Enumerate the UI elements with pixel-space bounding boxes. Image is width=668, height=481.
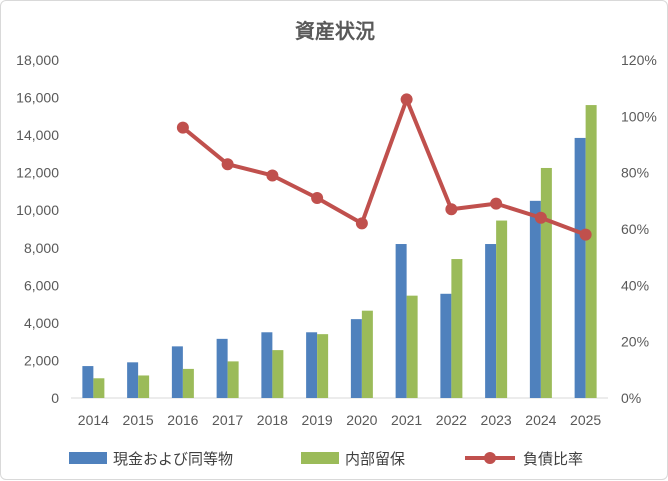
bar-cash: [261, 332, 273, 398]
x-tick-label: 2022: [436, 412, 467, 428]
y-tick-label: 4,000: [24, 315, 59, 331]
bar-retained-earnings: [317, 334, 329, 398]
left-axis-tick-labels: 0 2,000 4,000 6,000 8,000 10,000 12,000 14,000 1…: [16, 52, 59, 406]
x-tick-label: 2025: [570, 412, 601, 428]
bar-retained-earnings: [585, 105, 597, 399]
x-tick-label: 2018: [257, 412, 288, 428]
bar-cash: [485, 244, 497, 398]
bar-cash: [127, 362, 139, 398]
bar-cash: [171, 346, 183, 398]
bar-retained-earnings: [540, 167, 552, 398]
legend-swatch-debt-marker: [484, 452, 496, 464]
debt-ratio-point: [221, 158, 234, 171]
legend-swatch-cash: [69, 452, 107, 464]
y-tick-label: 16,000: [16, 90, 59, 106]
legend-label-cash: 現金および同等物: [113, 450, 233, 468]
x-tick-label: 2019: [302, 412, 333, 428]
bar-retained-earnings: [272, 350, 284, 398]
bar-retained-earnings: [406, 295, 418, 398]
y2-tick-label: 20%: [621, 334, 649, 350]
chart-title: 資産状況: [295, 19, 375, 43]
y-tick-label: 0: [51, 390, 59, 406]
legend-label-debt: 負債比率: [523, 450, 583, 468]
y2-tick-label: 120%: [621, 52, 657, 68]
bar-cash: [350, 319, 362, 398]
bar-retained-earnings: [227, 361, 239, 398]
y2-tick-label: 0%: [621, 390, 641, 406]
right-axis-tick-labels: 0% 20% 40% 60% 80% 100% 120%: [621, 52, 657, 406]
x-tick-label: 2015: [123, 412, 154, 428]
debt-ratio-point: [266, 169, 279, 182]
y-tick-label: 14,000: [16, 127, 59, 143]
y-tick-label: 10,000: [16, 202, 59, 218]
y2-tick-label: 40%: [621, 277, 649, 293]
bar-cash: [574, 137, 586, 398]
bar-series: [82, 105, 597, 399]
bar-cash: [216, 338, 228, 398]
x-tick-label: 2023: [481, 412, 512, 428]
debt-ratio-point: [400, 93, 413, 106]
y-tick-label: 12,000: [16, 165, 59, 181]
y2-tick-label: 60%: [621, 221, 649, 237]
bar-retained-earnings: [451, 259, 463, 398]
debt-ratio-line: [181, 97, 587, 237]
debt-ratio-point: [445, 203, 458, 216]
y-tick-label: 2,000: [24, 352, 59, 368]
x-tick-label: 2017: [212, 412, 243, 428]
y2-tick-label: 100%: [621, 108, 657, 124]
debt-ratio-point: [355, 217, 368, 230]
bar-cash: [306, 332, 318, 398]
legend: 現金および同等物 内部留保 負債比率: [69, 450, 583, 468]
x-tick-label: 2020: [346, 412, 377, 428]
y-tick-label: 18,000: [16, 52, 59, 68]
bar-cash: [440, 293, 452, 398]
bar-retained-earnings: [496, 220, 508, 398]
legend-label-retained: 内部留保: [345, 450, 405, 468]
line-series: [176, 93, 592, 241]
debt-ratio-point: [579, 228, 592, 241]
x-axis-tick-labels: 2014 2015 2016 2017 2018 2019 2020 2021 2022 2023…: [78, 412, 602, 428]
x-tick-label: 2021: [391, 412, 422, 428]
debt-ratio-point: [534, 211, 547, 224]
bar-retained-earnings: [93, 378, 105, 398]
bar-cash: [529, 200, 541, 398]
debt-ratio-point: [490, 197, 503, 210]
x-tick-label: 2024: [525, 412, 556, 428]
y2-tick-label: 80%: [621, 165, 649, 181]
bar-cash: [82, 366, 94, 398]
x-tick-label: 2014: [78, 412, 109, 428]
bar-retained-earnings: [182, 368, 194, 398]
y-tick-label: 8,000: [24, 240, 59, 256]
legend-swatch-retained: [301, 452, 339, 464]
bar-retained-earnings: [361, 310, 373, 398]
debt-ratio-point: [311, 192, 324, 205]
debt-ratio-point: [176, 121, 189, 134]
x-tick-label: 2016: [167, 412, 198, 428]
bar-cash: [395, 244, 407, 398]
y-tick-label: 6,000: [24, 277, 59, 293]
bar-retained-earnings: [138, 375, 150, 398]
